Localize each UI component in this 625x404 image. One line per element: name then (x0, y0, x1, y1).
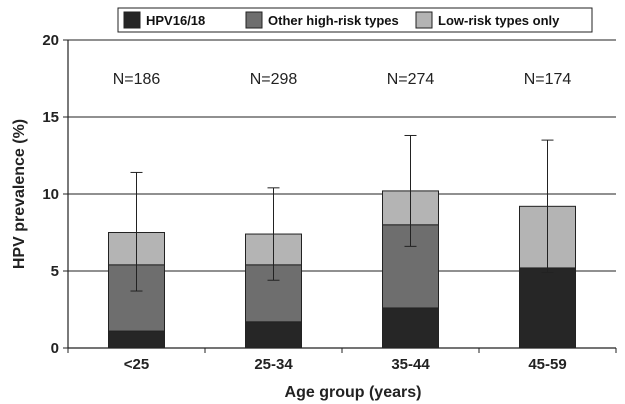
n-label-1: N=298 (250, 71, 298, 88)
x-axis-label: Age group (years) (285, 384, 422, 401)
bars (108, 190, 576, 349)
n-label-3: N=174 (524, 71, 572, 88)
axes (63, 39, 617, 353)
legend-label-1: Other high-risk types (268, 13, 399, 28)
y-tick-label-3: 15 (42, 109, 59, 126)
bar-1-series-0 (245, 321, 302, 349)
bar-3-series-0 (519, 267, 576, 349)
y-tick-label-4: 20 (42, 32, 59, 49)
x-tick-labels: <25 25-34 35-44 45-59 (124, 356, 567, 373)
legend: HPV16/18 Other high-risk types Low-risk ty… (117, 7, 593, 33)
legend-box (117, 7, 593, 33)
x-tick-label-0: <25 (124, 356, 149, 373)
y-axis-label: HPV prevalence (%) (11, 119, 28, 269)
n-label-0: N=186 (113, 71, 161, 88)
error-bars (130, 134, 554, 292)
x-tick-label-3: 45-59 (528, 356, 566, 373)
n-labels: N=186 N=298 N=274 N=174 (113, 71, 572, 88)
legend-label-0: HPV16/18 (146, 13, 205, 28)
legend-swatch-2 (415, 11, 433, 29)
legend-label-2: Low-risk types only (438, 13, 560, 28)
legend-swatch-0 (123, 11, 141, 29)
y-tick-label-1: 5 (51, 263, 59, 280)
bar-2-series-0 (382, 307, 439, 349)
n-label-2: N=274 (387, 71, 435, 88)
x-tick-label-2: 35-44 (391, 356, 430, 373)
legend-swatch-1 (245, 11, 263, 29)
bar-0-series-0 (108, 330, 165, 349)
x-tick-label-1: 25-34 (254, 356, 293, 373)
y-tick-labels: 0 5 10 15 20 (42, 32, 59, 357)
y-tick-label-2: 10 (42, 186, 59, 203)
y-tick-label-0: 0 (51, 340, 59, 357)
